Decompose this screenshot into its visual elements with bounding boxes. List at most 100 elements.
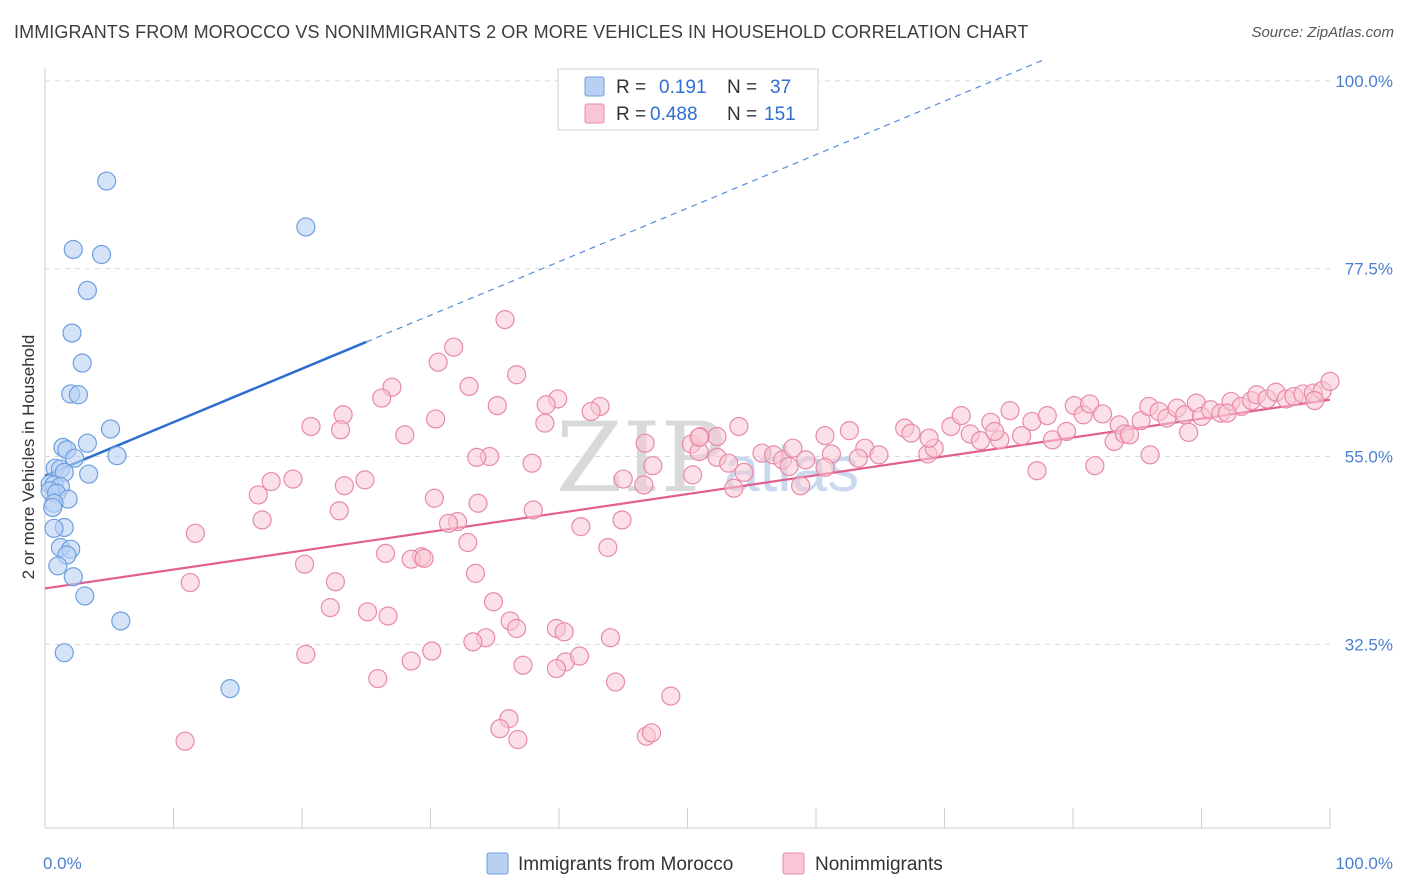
point-nonimmigrants <box>422 641 442 661</box>
bottom-legend-swatch-nonimmigrants <box>782 852 805 875</box>
point-nonimmigrants <box>508 729 528 750</box>
point-nonimmigrants <box>1140 445 1160 465</box>
point-nonimmigrants <box>919 428 939 448</box>
point-nonimmigrants <box>426 409 446 429</box>
legend-r-label-nonimmigrants: R = <box>616 104 646 125</box>
point-nonimmigrants <box>320 598 340 618</box>
point-nonimmigrants <box>790 476 811 496</box>
y-axis-title: 2 or more Vehicles in Household <box>19 335 38 580</box>
point-nonimmigrants <box>401 651 421 671</box>
point-nonimmigrants <box>1011 426 1032 446</box>
point-nonimmigrants <box>1119 425 1140 445</box>
point-nonimmigrants <box>1080 394 1100 414</box>
point-nonimmigrants <box>546 658 567 679</box>
point-morocco <box>48 556 68 576</box>
point-nonimmigrants <box>1042 430 1063 450</box>
point-nonimmigrants <box>839 421 860 441</box>
point-morocco <box>63 567 83 587</box>
trend-line-morocco <box>44 340 367 477</box>
bottom-legend-label-nonimmigrants: Nonimmigrants <box>815 854 943 875</box>
point-nonimmigrants <box>283 469 303 489</box>
point-nonimmigrants <box>330 420 351 440</box>
point-nonimmigrants <box>465 563 486 583</box>
point-morocco <box>77 433 98 453</box>
point-nonimmigrants <box>571 517 591 537</box>
legend-n-label-morocco: N = <box>727 77 757 98</box>
point-nonimmigrants <box>483 592 504 612</box>
point-nonimmigrants <box>506 365 527 385</box>
point-nonimmigrants <box>444 337 464 357</box>
point-morocco <box>62 323 82 343</box>
point-morocco <box>75 586 95 606</box>
point-morocco <box>111 611 131 631</box>
point-nonimmigrants <box>495 310 515 330</box>
point-nonimmigrants <box>581 401 601 422</box>
point-morocco <box>107 446 127 466</box>
point-morocco <box>54 643 74 663</box>
point-nonimmigrants <box>1037 406 1057 426</box>
point-nonimmigrants <box>506 618 527 639</box>
point-nonimmigrants <box>1179 422 1199 442</box>
point-nonimmigrants <box>438 513 459 533</box>
point-nonimmigrants <box>1000 401 1020 421</box>
legend-r-label-morocco: R = <box>616 77 646 98</box>
point-nonimmigrants <box>569 646 590 666</box>
chart-title: IMMIGRANTS FROM MOROCCO VS NONIMMIGRANTS… <box>14 22 1029 42</box>
axes-layer <box>44 68 1331 829</box>
point-nonimmigrants <box>635 433 655 453</box>
point-nonimmigrants <box>1320 371 1340 391</box>
points-layer <box>40 171 1340 751</box>
legend-n-value-morocco: 37 <box>770 77 791 98</box>
trend-line-morocco-extension <box>366 59 1044 343</box>
point-nonimmigrants <box>734 462 754 482</box>
point-nonimmigrants <box>724 478 744 498</box>
legend-r-value-nonimmigrants: 0.488 <box>650 104 698 125</box>
point-nonimmigrants <box>598 537 618 558</box>
point-nonimmigrants <box>554 622 574 642</box>
tick-label-layer: 100.0% 77.5% 55.0% 32.5% 0.0% 100.0% <box>43 72 1393 873</box>
point-nonimmigrants <box>329 501 349 521</box>
point-morocco <box>77 280 98 300</box>
legend-n-value-nonimmigrants: 151 <box>764 104 796 125</box>
point-nonimmigrants <box>463 632 483 652</box>
point-nonimmigrants <box>424 488 444 508</box>
legend-box: R = 0.191 N = 37 R = 0.488 N = 151 <box>557 68 819 131</box>
point-nonimmigrants <box>641 723 662 743</box>
point-nonimmigrants <box>1217 403 1237 423</box>
point-nonimmigrants <box>901 423 921 443</box>
point-nonimmigrants <box>296 644 316 664</box>
point-morocco <box>68 385 89 405</box>
point-morocco <box>91 244 112 265</box>
x-tick-label: 0.0% <box>43 854 82 873</box>
point-nonimmigrants <box>1092 404 1113 424</box>
point-nonimmigrants <box>661 686 681 706</box>
point-morocco <box>43 497 63 518</box>
point-nonimmigrants <box>325 572 346 592</box>
point-nonimmigrants <box>428 352 448 372</box>
y-tick-label: 77.5% <box>1345 260 1393 279</box>
point-nonimmigrants <box>605 672 626 692</box>
point-nonimmigrants <box>634 475 654 495</box>
point-nonimmigrants <box>468 493 488 513</box>
point-nonimmigrants <box>1304 390 1325 411</box>
point-morocco <box>72 353 92 373</box>
point-nonimmigrants <box>869 445 889 465</box>
point-nonimmigrants <box>252 510 272 530</box>
point-morocco <box>79 464 99 484</box>
point-nonimmigrants <box>779 456 799 477</box>
point-morocco <box>220 678 240 699</box>
point-nonimmigrants <box>301 416 321 437</box>
chart-source: Source: ZipAtlas.com <box>1251 24 1394 41</box>
bottom-legend: Immigrants from Morocco Nonimmigrants <box>486 852 943 875</box>
point-nonimmigrants <box>643 456 663 476</box>
point-nonimmigrants <box>185 523 205 543</box>
point-nonimmigrants <box>175 731 195 751</box>
point-nonimmigrants <box>490 719 510 739</box>
point-nonimmigrants <box>689 427 709 447</box>
point-nonimmigrants <box>334 476 355 496</box>
legend-swatch-morocco <box>584 76 605 97</box>
y-tick-label: 32.5% <box>1345 635 1393 654</box>
point-nonimmigrants <box>1085 456 1105 476</box>
point-nonimmigrants <box>783 438 803 458</box>
